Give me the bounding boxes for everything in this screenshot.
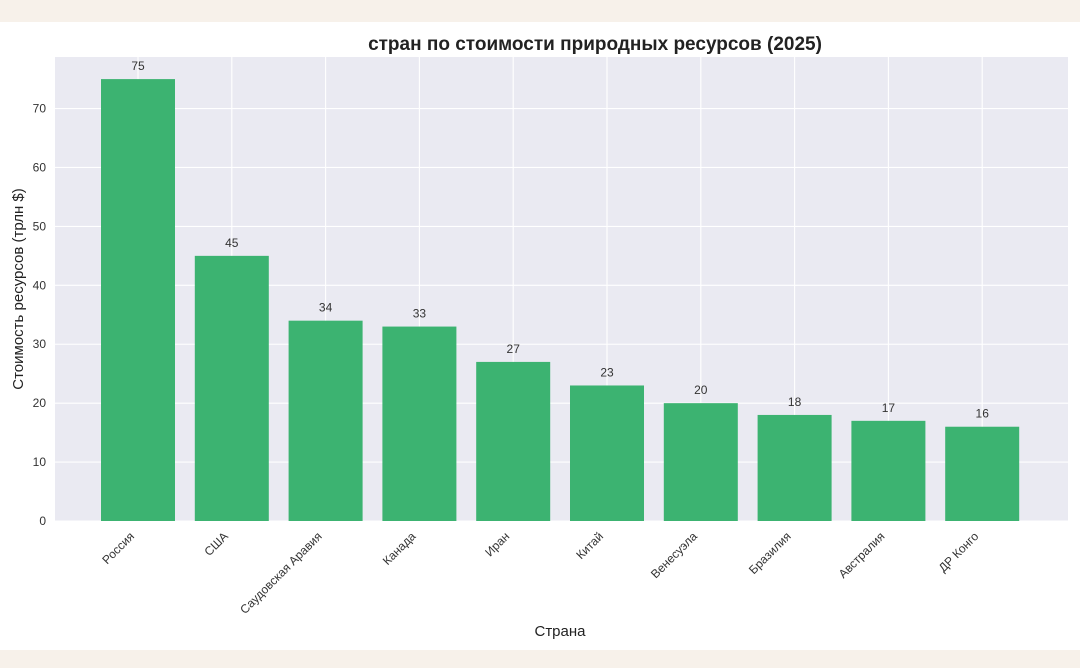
- chart-card: 75 45 34 33 27 23 20 18 17 16 0 10 20 30 40 50 60 70 Рос…: [0, 22, 1080, 650]
- y-tick-label: 30: [33, 337, 47, 351]
- bar-value-label: 16: [976, 407, 990, 421]
- bar: [757, 414, 832, 521]
- bar: [382, 326, 457, 521]
- y-axis-ticks: 0 10 20 30 40 50 60 70: [33, 102, 47, 528]
- bar-value-label: 45: [225, 236, 239, 250]
- bars: [101, 79, 1020, 521]
- bar: [194, 255, 269, 521]
- x-tick-label: Венесуэла: [648, 529, 700, 581]
- bar: [851, 420, 926, 521]
- data-labels: 75 45 34 33 27 23 20 18 17 16: [131, 59, 989, 421]
- bar-value-label: 75: [131, 59, 145, 73]
- x-tick-label: ДР Конго: [936, 529, 982, 575]
- chart-title: стран по стоимости природных ресурсов (2…: [368, 34, 822, 55]
- bar-chart: 75 45 34 33 27 23 20 18 17 16 0 10 20 30 40 50 60 70 Рос…: [10, 34, 1068, 640]
- bar-value-label: 34: [319, 301, 333, 315]
- y-tick-label: 20: [33, 396, 47, 410]
- x-tick-label: Австралия: [836, 529, 888, 581]
- y-tick-label: 0: [39, 514, 46, 528]
- x-axis-label: Страна: [534, 623, 586, 640]
- x-tick-label: Саудовская Аравия: [237, 529, 325, 617]
- y-tick-label: 70: [33, 102, 47, 116]
- bar-value-label: 27: [507, 342, 521, 356]
- x-tick-label: Россия: [99, 529, 137, 567]
- bar-value-label: 33: [413, 307, 427, 321]
- bar: [101, 79, 175, 521]
- bar-value-label: 17: [882, 401, 896, 415]
- bar: [663, 403, 738, 521]
- y-tick-label: 60: [33, 160, 47, 174]
- x-tick-label: Иран: [482, 529, 512, 559]
- x-tick-label: Бразилия: [746, 529, 794, 577]
- bar: [570, 385, 644, 521]
- bar: [288, 320, 363, 521]
- bar: [476, 361, 551, 521]
- y-axis-label: Стоимость ресурсов (трлн $): [10, 188, 27, 390]
- x-axis-ticks: Россия США Саудовская Аравия Канада Иран Кита…: [99, 529, 981, 617]
- x-tick-label: Китай: [573, 529, 606, 562]
- x-tick-label: США: [201, 529, 230, 558]
- y-tick-label: 50: [33, 219, 47, 233]
- y-tick-label: 10: [33, 455, 47, 469]
- bar: [945, 426, 1020, 521]
- x-tick-label: Канада: [380, 529, 419, 568]
- bar-value-label: 23: [600, 365, 614, 379]
- bar-value-label: 18: [788, 395, 802, 409]
- y-tick-label: 40: [33, 278, 47, 292]
- bar-value-label: 20: [694, 383, 708, 397]
